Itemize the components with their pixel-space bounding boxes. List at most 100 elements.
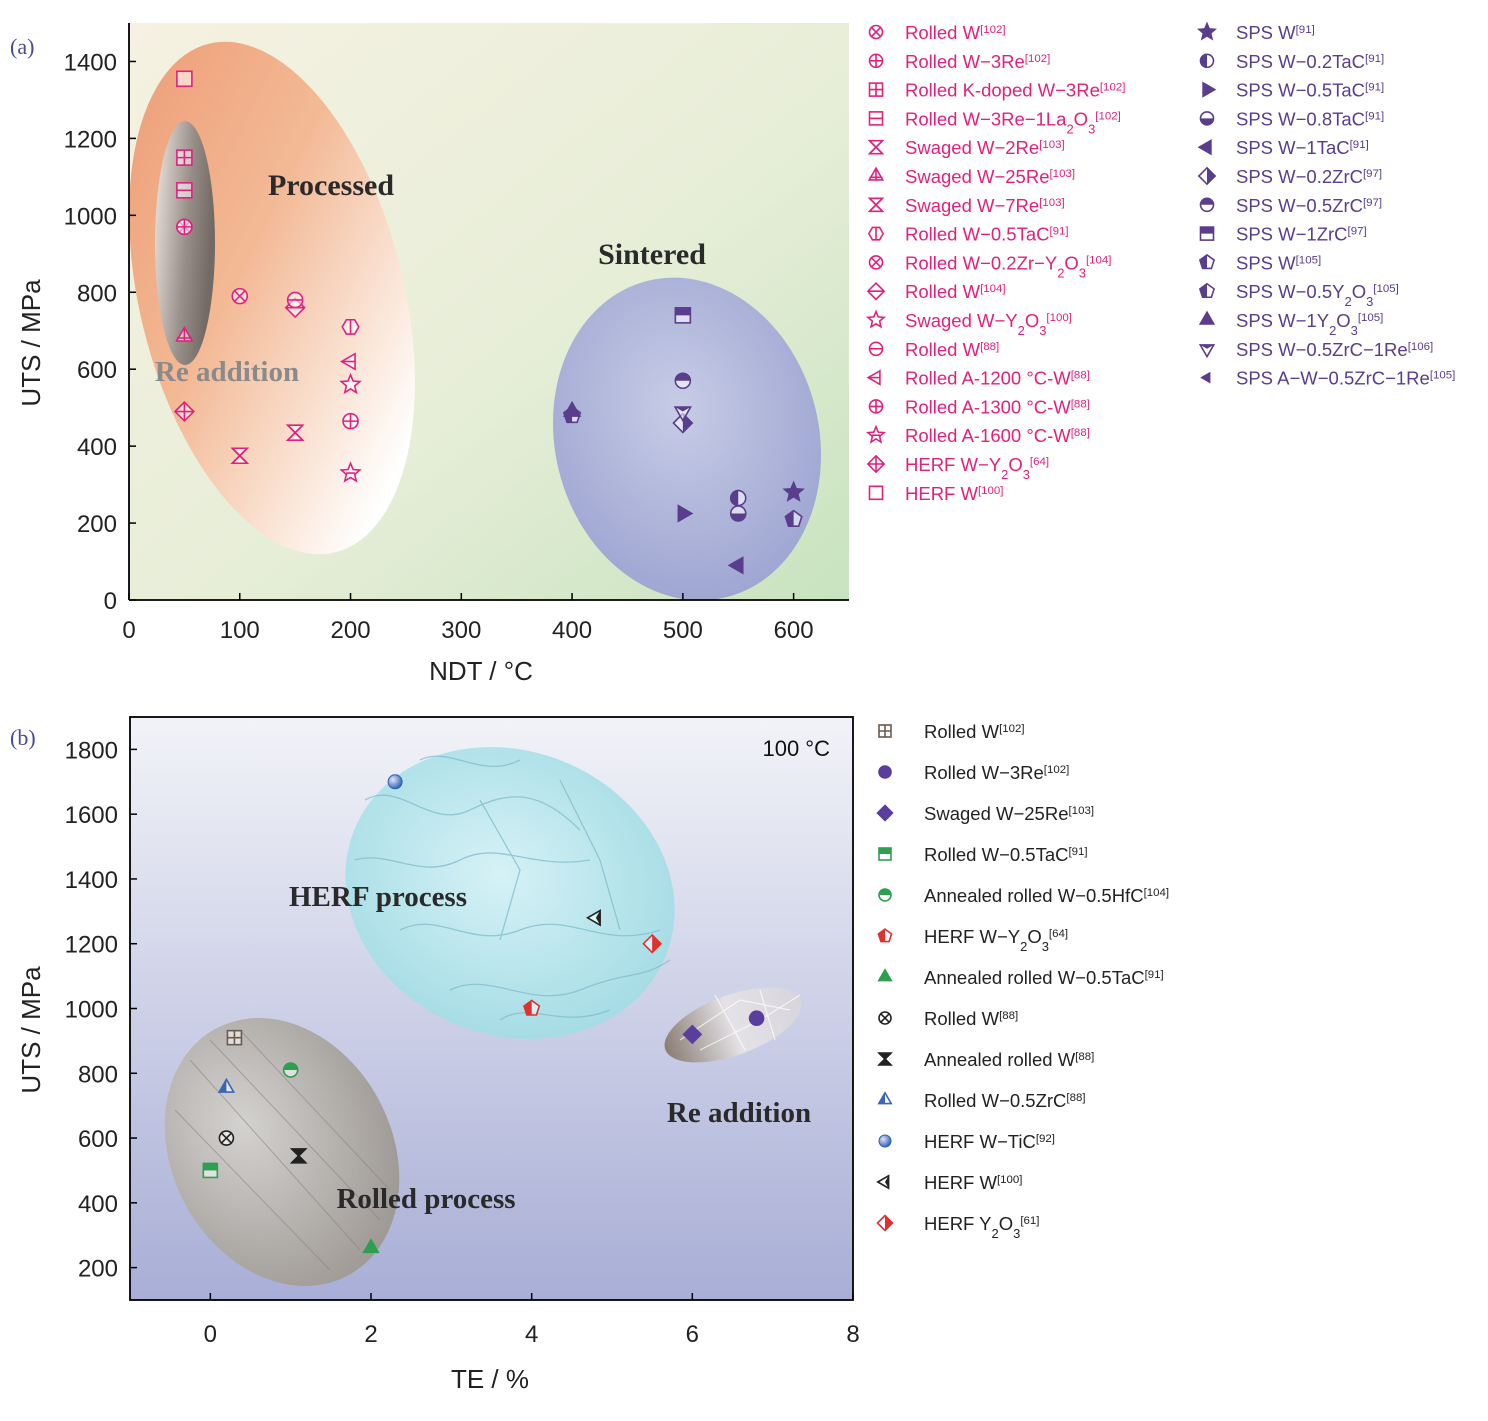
- marker-swaged-w-25re-point: [682, 1024, 703, 1045]
- marker-annealed-rolled-w-0-5tac-point: [362, 1238, 380, 1254]
- legend-a-sps-a-w-0-5zrc-1re-icon: [1200, 371, 1211, 384]
- legend-a-item-label: SPS W−0.2TaC[91]: [1236, 51, 1384, 72]
- panel-b-x-tick-label: 0: [204, 1321, 217, 1348]
- legend-a-sps-w-icon: [1196, 21, 1218, 41]
- marker-sps-w-0-8tac-point: [729, 505, 747, 522]
- marker-swaged-w-y2o3-point: [339, 372, 362, 395]
- panel-a-markers: [173, 70, 805, 575]
- marker-herf-w-point: [585, 909, 601, 927]
- herf-texture: [354, 755, 671, 1021]
- marker-sps-w-0-2zrc-point: [672, 412, 694, 434]
- legend-a-sps-w-1y2o3-icon: [1198, 310, 1216, 325]
- marker-rolled-w-point: [286, 291, 304, 309]
- legend-a-item: Rolled W−0.5TaC[91]: [867, 224, 1069, 245]
- legend-a-item: Swaged W−2Re[103]: [867, 137, 1065, 158]
- legend-a-item: Rolled A-1300 °C-W[88]: [868, 396, 1090, 417]
- legend-b-rolled-w-0-5zrc-icon: [877, 1091, 893, 1105]
- sintered-region: [552, 277, 822, 600]
- legend-a-sps-w-0-2zrc-icon: [1197, 166, 1217, 186]
- legend-b-item-label: Annealed rolled W−0.5TaC[91]: [924, 967, 1164, 988]
- legend-b-item-label: Rolled W[88]: [924, 1008, 1018, 1029]
- legend-a-item: SPS W−1ZrC[97]: [1199, 224, 1367, 245]
- legend-a-item-label: SPS A−W−0.5ZrC−1Re[105]: [1236, 368, 1455, 389]
- legend-a-sps-w-0-5zrc-icon: [1199, 197, 1215, 213]
- legend-b-item-label: Rolled W−3Re[102]: [924, 762, 1069, 783]
- legend-a-item: Swaged W−Y2O3[100]: [865, 309, 1072, 338]
- panel-b-ticks: 0 2 4 6 8 200 400 600 800 1000 1200 1400 1600 1800: [65, 737, 860, 1348]
- legend-a-item-label: SPS W−1Y2O3[105]: [1236, 310, 1383, 338]
- panel-a: 0 100 200 300 400 500 600 0 200 400 600 800 1000 1200…: [10, 23, 849, 686]
- legend-a-item: SPS W[91]: [1196, 21, 1315, 43]
- legend-b-item-label: HERF W−Y2O3[64]: [924, 926, 1068, 954]
- legend-a-item: SPS W−0.2TaC[91]: [1199, 51, 1384, 72]
- legend-b-item-label: Rolled W−0.5ZrC[88]: [924, 1090, 1086, 1111]
- legend-a-item: SPS A−W−0.5ZrC−1Re[105]: [1200, 368, 1455, 389]
- legend-a-item-label: SPS W−0.5ZrC−1Re[106]: [1236, 339, 1433, 360]
- legend-a-item-label: Rolled W[88]: [905, 339, 999, 360]
- re-addition-region-a: [155, 121, 215, 365]
- legend-a-item-label: Swaged W−Y2O3[100]: [905, 310, 1072, 338]
- legend-a-item-label: SPS W−0.5Y2O3[105]: [1236, 281, 1399, 309]
- legend-a-sps-w-0-5tac-icon: [1202, 81, 1217, 98]
- marker-swaged-w-25re-point: [175, 325, 194, 342]
- legend-a-swaged-w-7re-icon: [867, 197, 885, 213]
- legend-b-item: Swaged W−25Re[103]: [876, 803, 1094, 824]
- legend-b-item-label: Rolled W−0.5TaC[91]: [924, 844, 1088, 865]
- legend-b-rolled-w-icon: [878, 724, 892, 738]
- panel-b-y-tick-label: 800: [78, 1061, 118, 1088]
- marker-annealed-rolled-w-0-5hfc-point: [282, 1062, 299, 1078]
- legend-a-item: Swaged W−7Re[103]: [867, 195, 1065, 216]
- legend-a-rolled-w-icon: [868, 24, 884, 40]
- panel-a-x-tick-label: 500: [663, 617, 703, 644]
- panel-a-x-tick-label: 600: [774, 617, 814, 644]
- legend-a-item: Rolled A-1200 °C-W[88]: [866, 368, 1090, 389]
- legend-b-item: Rolled W−3Re[102]: [878, 762, 1069, 783]
- panel-b-y-tick-label: 400: [78, 1191, 118, 1218]
- marker-sps-w-point: [782, 480, 805, 502]
- panel-b-ylabel: UTS / MPa: [16, 966, 46, 1094]
- panel-a-y-tick-label: 600: [77, 357, 117, 384]
- legend-a-item-label: Rolled W−3Re−1La2O3[102]: [905, 108, 1121, 135]
- legend-b-item-label: Annealed rolled W[88]: [924, 1049, 1094, 1070]
- marker-rolled-w-3re-1la2o3-point: [176, 182, 193, 199]
- legend-a-item-label: Swaged W−7Re[103]: [905, 195, 1065, 216]
- legend-a-item-label: Swaged W−2Re[103]: [905, 137, 1065, 158]
- legend-b-rolled-w-3re-icon: [878, 765, 892, 779]
- legend-a-sps-w-0-2tac-icon: [1199, 53, 1215, 69]
- marker-rolled-a-1300-c-w-point: [342, 412, 359, 430]
- legend-b-herf-w-y2o3-icon: [877, 928, 893, 943]
- marker-rolled-a-1600-c-w-point: [339, 461, 362, 483]
- legend-b-item: HERF W−Y2O3[64]: [877, 926, 1068, 954]
- marker-herf-w-tic-point: [387, 774, 403, 790]
- legend-a-swaged-w-y2o3-icon: [865, 309, 887, 329]
- legend-b-item: HERF W[100]: [876, 1172, 1022, 1193]
- legend-a-item: SPS W−1Y2O3[105]: [1198, 310, 1383, 338]
- panel-b: 0 2 4 6 8 200 400 600 800 1000 1200 1400 1600 1800 (b…: [10, 716, 860, 1394]
- legend-a-item-label: Rolled A-1200 °C-W[88]: [905, 368, 1090, 389]
- marker-rolled-w-3re-point: [176, 218, 193, 236]
- panel-a-y-tick-label: 1000: [64, 203, 117, 230]
- legend-a-rolled-w-icon: [866, 281, 886, 301]
- legend-b-rolled-w-icon: [878, 1011, 892, 1025]
- legend-a-item: Rolled A-1600 °C-W[88]: [865, 424, 1090, 446]
- legend-a-rolled-w-icon: [868, 341, 884, 357]
- legend-a-item: Rolled W−3Re[102]: [868, 51, 1050, 72]
- panel-b-markers: [202, 774, 765, 1254]
- legend-a-rolled-w-3re-1la2o3-icon: [868, 111, 884, 126]
- legend-a-item-label: SPS W−0.8TaC[91]: [1236, 108, 1384, 129]
- marker-rolled-k-doped-w-3re-point: [176, 149, 193, 166]
- panel-b-y-tick-label: 1600: [65, 802, 118, 829]
- legend-a-item: SPS W−0.8TaC[91]: [1199, 108, 1384, 129]
- legend-a-rolled-w-3re-icon: [868, 53, 884, 69]
- legend-b-item: Rolled W[88]: [878, 1008, 1018, 1029]
- marker-rolled-w-point: [218, 1130, 235, 1146]
- panel-a-x-tick-label: 100: [220, 617, 260, 644]
- panel-a-label: (a): [10, 34, 34, 59]
- panel-b-legend: Rolled W[102] Rolled W−3Re[102] Swaged W−2…: [876, 721, 1169, 1241]
- legend-a-rolled-w-0-5tac-icon: [867, 226, 885, 241]
- marker-herf-w-y2o3-point: [523, 999, 541, 1016]
- panel-a-x-tick-label: 200: [331, 617, 371, 644]
- temperature-label: 100 °C: [762, 736, 830, 761]
- legend-a-sps-w-1zrc-icon: [1199, 226, 1215, 241]
